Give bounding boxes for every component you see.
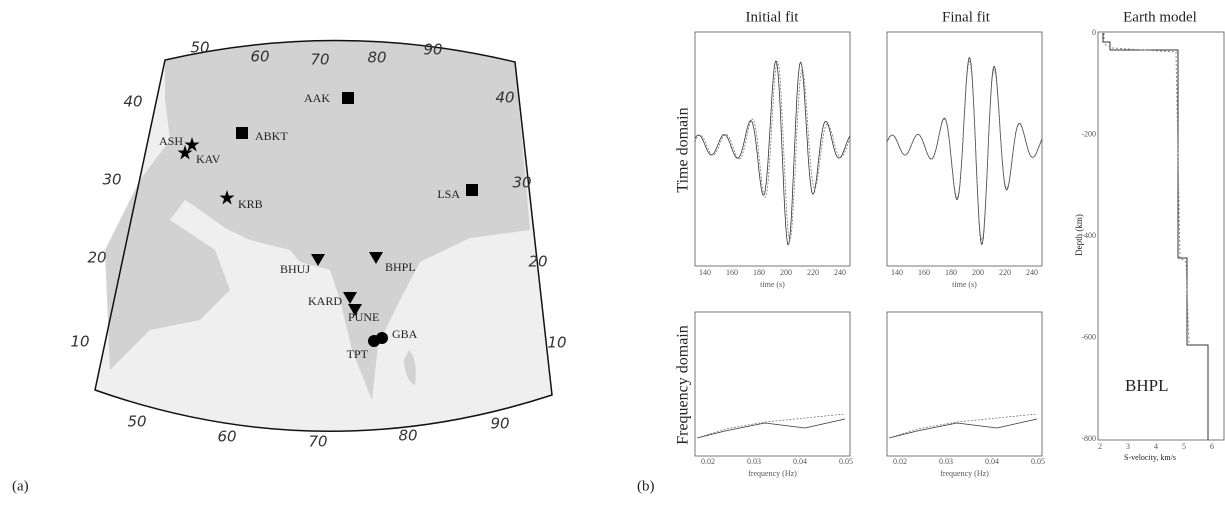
station-name: KRB (238, 197, 263, 211)
tick-label: 140 (891, 268, 903, 277)
graticule-label: 20 (87, 249, 106, 267)
graticule-label: 70 (310, 51, 329, 69)
graticule-label: 90 (490, 415, 509, 433)
tick-label: 0.04 (793, 457, 807, 466)
tick-label: -400 (1081, 231, 1096, 240)
graticule-label: 30 (102, 171, 121, 189)
station-name: KAV (196, 152, 221, 166)
freq-box (887, 312, 1042, 456)
tick-label: 240 (834, 268, 846, 277)
tick-label: 0 (1092, 28, 1096, 37)
tick-label: 0.04 (985, 457, 999, 466)
station-name: LSA (437, 187, 460, 201)
figure: (a) (b) Initial fit Final fit Earth mode… (0, 0, 1225, 500)
graticule-label: 80 (367, 49, 386, 67)
station-name: KARD (308, 294, 342, 308)
graticule-label: 10 (547, 334, 566, 352)
axis-label: time (s) (952, 280, 977, 289)
graticule-label: 40 (495, 89, 514, 107)
tick-label: 0.02 (893, 457, 907, 466)
tick-label: 2 (1098, 442, 1102, 451)
station-marker (236, 127, 248, 139)
station-name: PUNE (348, 310, 379, 324)
graticule-label: 30 (512, 174, 531, 192)
station-marker (342, 92, 354, 104)
tick-label: 0.03 (939, 457, 953, 466)
tick-label: 200 (972, 268, 984, 277)
tick-label: 220 (999, 268, 1011, 277)
row-title: Frequency domain (675, 325, 692, 445)
synthetic-wave (695, 61, 850, 245)
station-name: AAK (304, 91, 330, 105)
tick-label: 220 (807, 268, 819, 277)
time-box (695, 32, 850, 266)
column-title: Final fit (942, 9, 991, 25)
tick-label: 0.02 (701, 457, 715, 466)
tick-label: -800 (1081, 434, 1096, 443)
tick-label: -200 (1081, 129, 1096, 138)
row-title: Time domain (675, 107, 692, 192)
panel-label: (b) (637, 478, 655, 494)
station-marker (466, 184, 478, 196)
graticule-label: 50 (190, 39, 209, 57)
graticule-label: 70 (308, 433, 327, 451)
axis-label: S-velocity, km/s (1124, 453, 1176, 462)
tick-label: 0.05 (1031, 457, 1045, 466)
freq-curve (889, 419, 1037, 438)
axis-label: frequency (Hz) (940, 469, 989, 478)
station-label: BHPL (1125, 376, 1168, 395)
axis-label: frequency (Hz) (748, 469, 797, 478)
tick-label: 240 (1026, 268, 1038, 277)
freq-curve (697, 414, 845, 438)
synthetic-wave (887, 58, 1042, 245)
time-box (887, 32, 1042, 266)
column-title: Initial fit (746, 9, 800, 25)
tick-label: 140 (699, 268, 711, 277)
observed-wave (887, 62, 1042, 240)
station-name: ABKT (255, 129, 288, 143)
column-title: Earth model (1123, 9, 1197, 25)
panel-label: (a) (12, 478, 29, 494)
tick-label: 180 (753, 268, 765, 277)
freq-curve (697, 419, 845, 438)
graticule-label: 40 (123, 93, 142, 111)
tick-label: 160 (726, 268, 738, 277)
station-marker (368, 335, 380, 347)
graticule-label: 60 (217, 428, 236, 446)
tick-label: 0.05 (839, 457, 853, 466)
graticule-label: 50 (127, 413, 146, 431)
graticule-label: 90 (423, 41, 442, 59)
axis-label: time (s) (760, 280, 785, 289)
tick-label: 6 (1210, 442, 1214, 451)
tick-label: -600 (1081, 332, 1096, 341)
tick-label: 160 (918, 268, 930, 277)
graticule-label: 80 (398, 427, 417, 445)
station-name: TPT (347, 347, 369, 361)
graticule-label: 20 (528, 253, 547, 271)
freq-curve (889, 414, 1037, 438)
initial-profile (1104, 33, 1189, 345)
station-name: GBA (392, 327, 418, 341)
tick-label: 3 (1126, 442, 1130, 451)
tick-label: 0.03 (747, 457, 761, 466)
graticule-label: 10 (70, 333, 89, 351)
station-name: ASH (159, 134, 183, 148)
tick-label: 5 (1182, 442, 1186, 451)
graticule-label: 60 (250, 48, 269, 66)
station-name: BHUJ (280, 262, 310, 276)
tick-label: 4 (1154, 442, 1158, 451)
tick-label: 180 (945, 268, 957, 277)
freq-box (695, 312, 850, 456)
station-name: BHPL (385, 260, 416, 274)
tick-label: 200 (780, 268, 792, 277)
